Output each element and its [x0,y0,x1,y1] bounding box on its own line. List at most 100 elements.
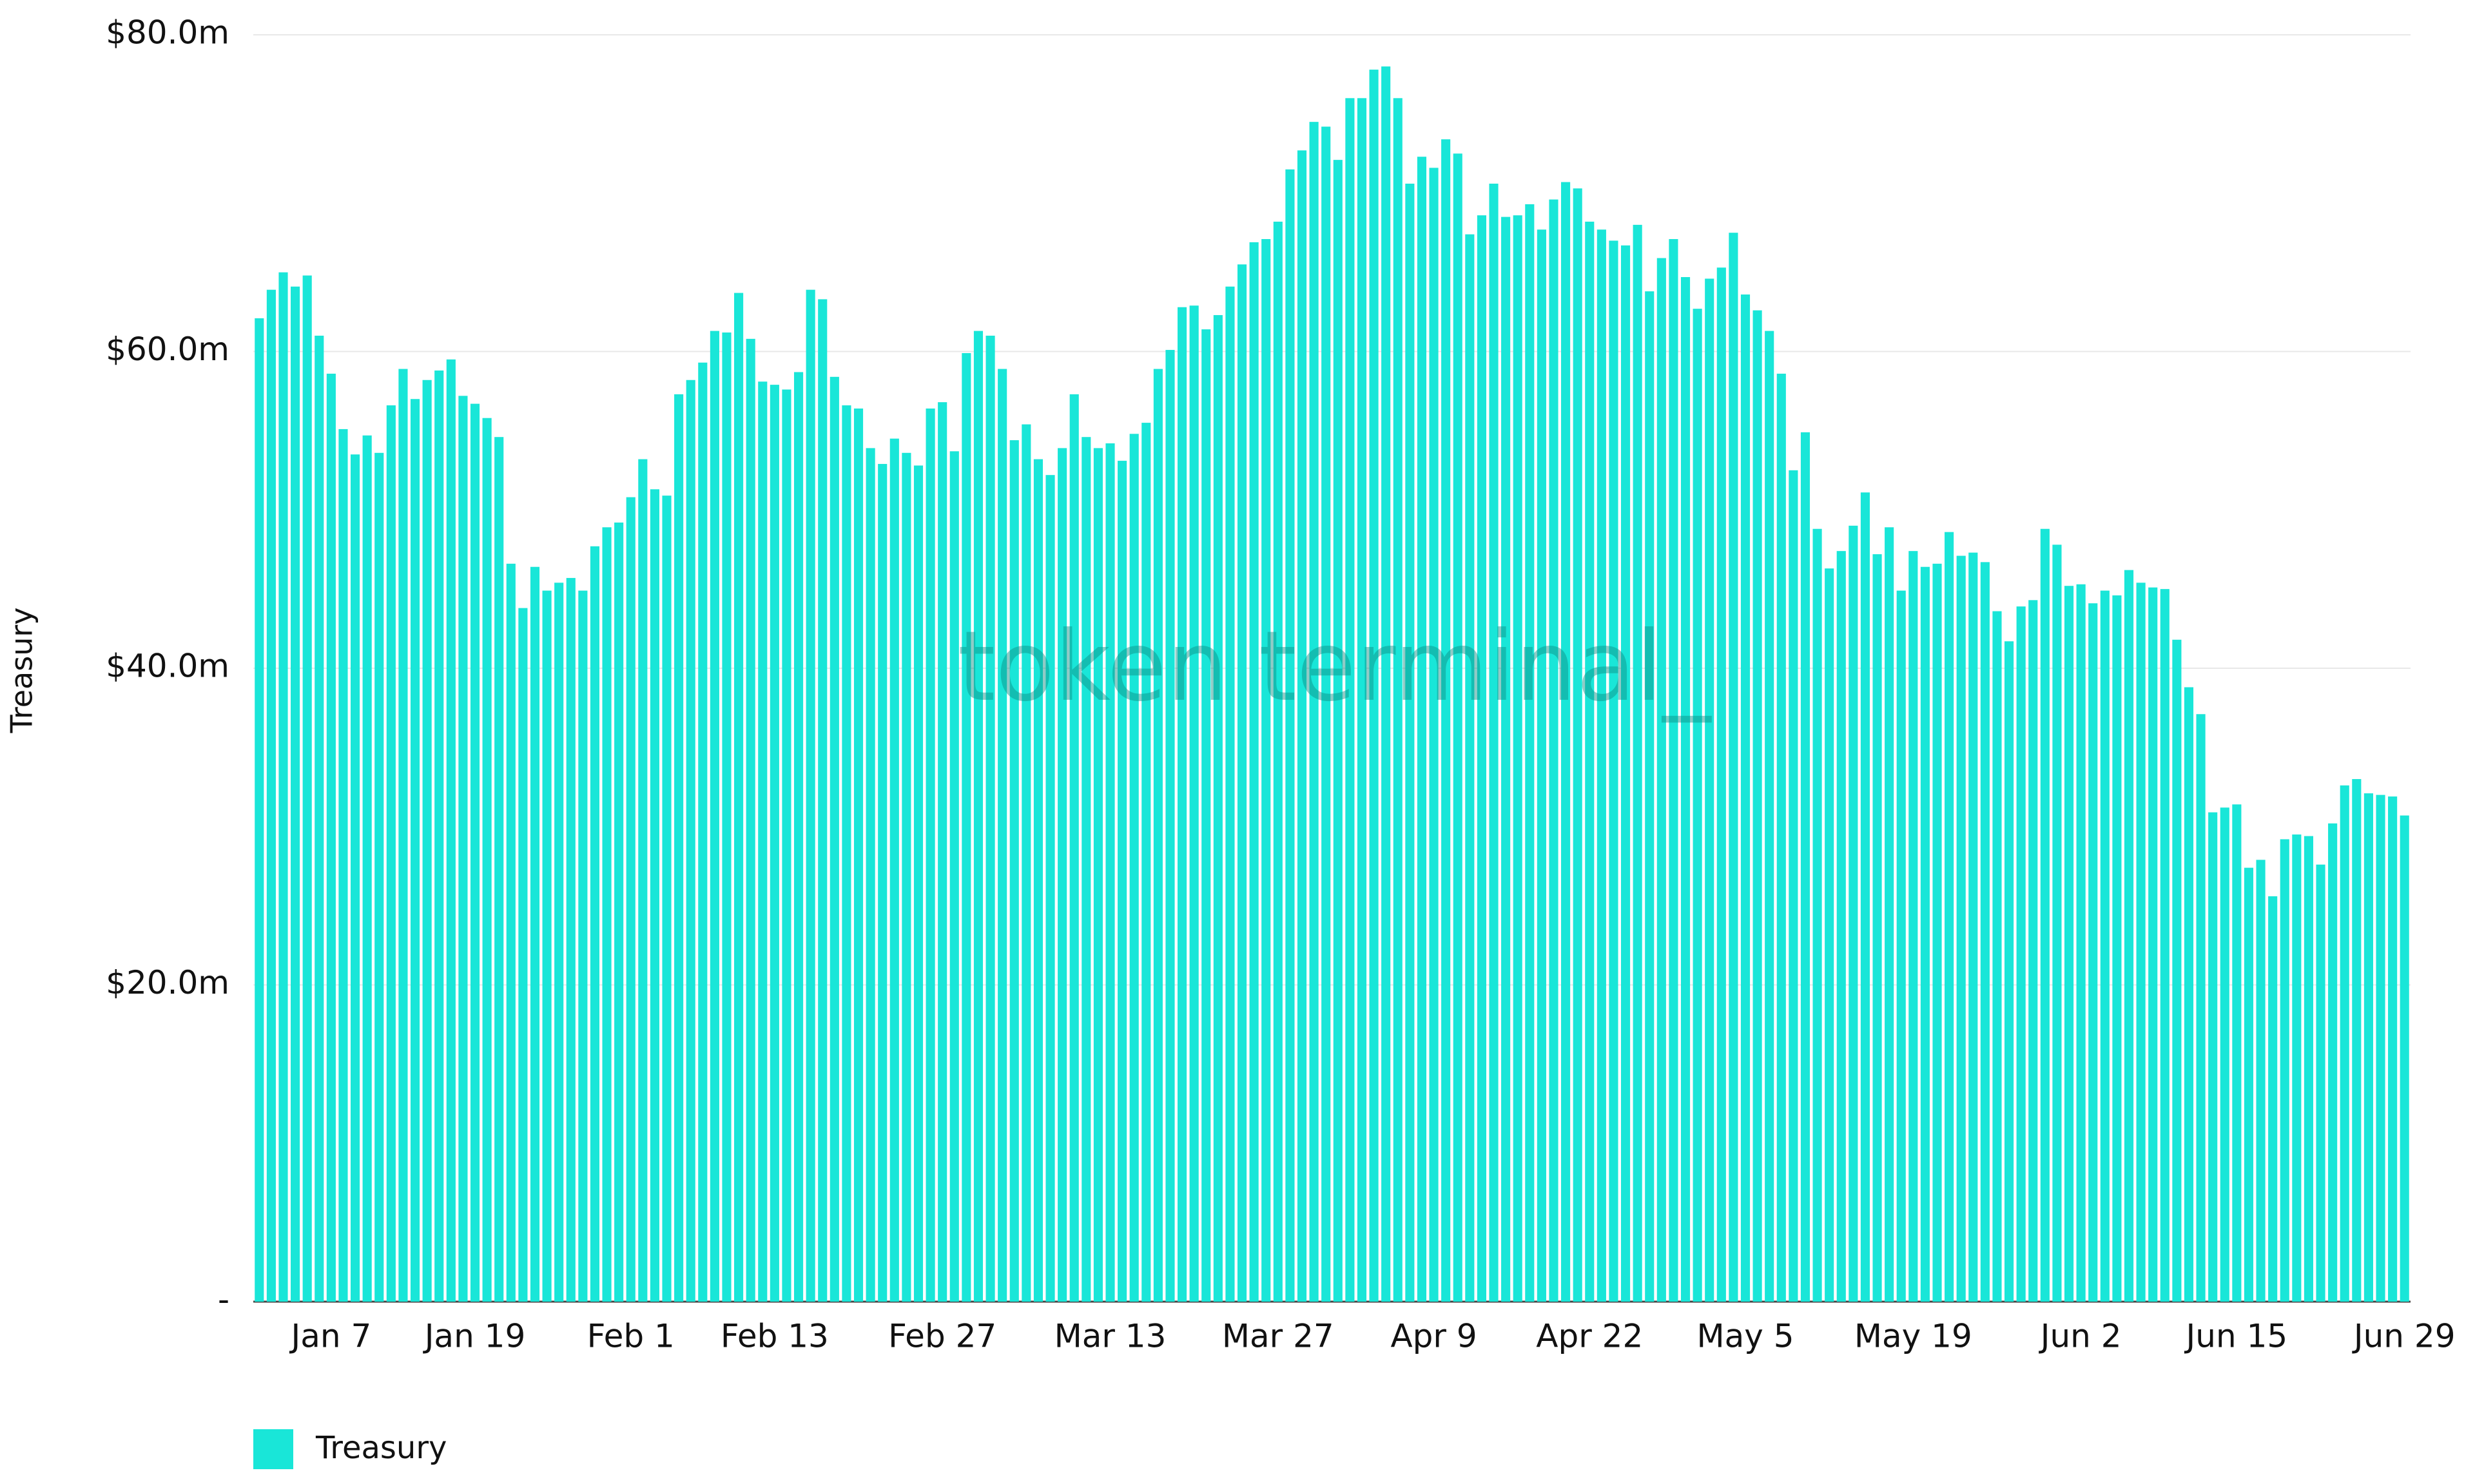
bar [2208,812,2218,1302]
bar [1501,217,1511,1302]
bar [818,299,828,1302]
bar [1273,221,1283,1302]
bar [2268,896,2278,1302]
bar [1429,168,1439,1302]
bar [1333,160,1343,1302]
bar [374,452,384,1302]
bar [1620,245,1631,1302]
bar [2052,544,2062,1302]
bar [494,437,504,1302]
bar [1033,459,1043,1302]
bar [1573,188,1582,1302]
bar [1549,199,1558,1302]
bar [938,402,947,1302]
bar [1201,329,1211,1302]
bar [1141,423,1151,1302]
x-tick-label: Jun 15 [2184,1318,2288,1355]
x-tick-label: Mar 13 [1054,1318,1167,1355]
bar [638,459,648,1302]
y-tick-label: $80.0m [106,14,229,52]
bar [770,385,779,1302]
bar [2328,823,2338,1302]
bar [830,376,839,1302]
bar [962,352,971,1302]
bar [326,373,336,1302]
x-tick-label: Jun 29 [2352,1318,2456,1355]
bar [1453,153,1462,1302]
bar [1393,98,1402,1302]
bar [913,465,924,1302]
x-tick-label: May 5 [1696,1318,1794,1355]
bar [949,451,959,1302]
bar [2304,836,2314,1302]
bar [1561,182,1571,1302]
y-tick-label: - [218,1281,229,1318]
bar [2016,606,2026,1302]
x-tick-label: Jan 19 [423,1318,526,1355]
bar [626,497,636,1302]
bar [1908,551,1918,1302]
bar [1740,294,1751,1302]
bar [662,496,672,1302]
bar [1189,305,1199,1302]
bar [806,289,815,1302]
bar [1729,233,1738,1302]
bar [2040,528,2050,1302]
bar [566,577,576,1302]
bar [1237,264,1247,1302]
bar [602,527,612,1302]
bar [1093,448,1103,1302]
bar [2148,587,2158,1302]
bar [698,362,708,1302]
bar [1321,126,1331,1302]
bar [1956,555,1966,1302]
bar [710,331,719,1302]
bar [1645,291,1655,1302]
bar [878,463,888,1302]
x-tick-label: Apr 9 [1390,1318,1477,1355]
bar [1165,350,1175,1302]
x-tick-label: Jun 2 [2039,1318,2122,1355]
bar [1825,568,1834,1302]
bar [2004,641,2014,1302]
bar [2400,815,2409,1302]
bar [1968,552,1978,1302]
bar [266,289,276,1302]
bar [1849,525,1858,1302]
bar [1812,528,1822,1302]
bar [2184,687,2194,1302]
bar [278,272,288,1302]
bar [1309,122,1319,1302]
x-tick-label: Mar 27 [1222,1318,1334,1355]
bar [1656,258,1666,1302]
bar [255,318,264,1302]
bar [1213,314,1223,1302]
bar [722,332,732,1302]
bar [1285,169,1295,1302]
bar [1381,66,1391,1302]
bar [2196,714,2206,1302]
bar [1369,70,1379,1302]
bar [2160,589,2169,1302]
bar [1249,242,1259,1302]
bar [1980,562,1990,1302]
bar [2028,600,2038,1302]
bar [866,448,875,1302]
bar [1872,554,1882,1302]
bar [902,452,911,1302]
bar [1357,98,1367,1302]
bar [1345,98,1355,1302]
bar [1105,443,1115,1302]
bar [2280,839,2289,1302]
bar [2076,584,2086,1302]
bar [1776,373,1786,1302]
legend-swatch [253,1429,293,1469]
bar [398,369,408,1302]
bar [1058,448,1067,1302]
bar [458,396,468,1302]
bar [1945,532,1954,1302]
bar [1069,394,1079,1302]
bar [1992,611,2002,1302]
x-tick-label: Jan 7 [289,1318,371,1355]
